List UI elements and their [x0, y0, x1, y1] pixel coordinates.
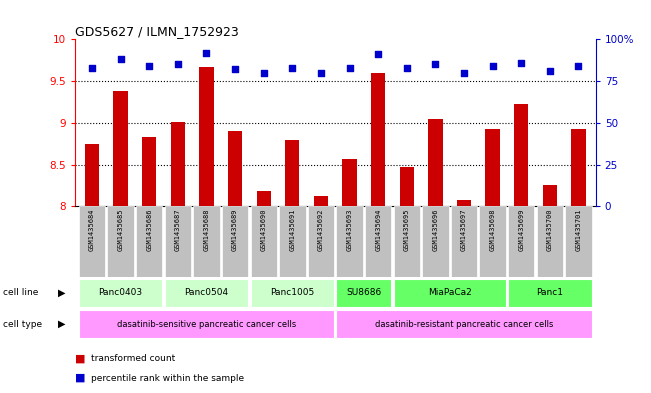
Bar — [400, 167, 414, 206]
Bar — [85, 144, 99, 206]
Bar — [79, 206, 105, 277]
Bar — [228, 131, 242, 206]
Text: dasatinib-resistant pancreatic cancer cells: dasatinib-resistant pancreatic cancer ce… — [375, 320, 553, 329]
Bar — [337, 279, 391, 307]
Bar — [508, 279, 592, 307]
Text: GSM1435686: GSM1435686 — [146, 208, 152, 251]
Bar — [251, 279, 334, 307]
Bar — [308, 206, 334, 277]
Text: SU8686: SU8686 — [346, 288, 381, 297]
Bar — [342, 159, 357, 206]
Text: GSM1435699: GSM1435699 — [518, 208, 524, 251]
Text: Panc1005: Panc1005 — [270, 288, 314, 297]
Bar — [451, 206, 477, 277]
Text: transformed count: transformed count — [91, 354, 175, 363]
Bar — [256, 191, 271, 206]
Point — [459, 70, 469, 76]
Bar — [371, 73, 385, 206]
Bar — [536, 206, 563, 277]
Point — [373, 51, 383, 57]
Text: GSM1435688: GSM1435688 — [204, 208, 210, 251]
Bar — [142, 137, 156, 206]
Text: GSM1435693: GSM1435693 — [346, 208, 353, 251]
Text: Panc0403: Panc0403 — [98, 288, 143, 297]
Bar — [222, 206, 248, 277]
Bar — [251, 206, 277, 277]
Point — [287, 64, 298, 71]
Text: GSM1435692: GSM1435692 — [318, 208, 324, 251]
Text: ■: ■ — [75, 373, 85, 383]
Text: GSM1435700: GSM1435700 — [547, 208, 553, 251]
Bar — [165, 279, 248, 307]
Text: cell type: cell type — [3, 320, 42, 329]
Bar — [572, 129, 586, 206]
Point — [316, 70, 326, 76]
Text: ▶: ▶ — [57, 288, 65, 298]
Text: GSM1435689: GSM1435689 — [232, 208, 238, 251]
Point — [516, 59, 527, 66]
Text: GDS5627 / ILMN_1752923: GDS5627 / ILMN_1752923 — [75, 25, 239, 38]
Bar — [565, 206, 592, 277]
Text: GSM1435690: GSM1435690 — [261, 208, 267, 251]
Bar — [165, 206, 191, 277]
Text: MiaPaCa2: MiaPaCa2 — [428, 288, 471, 297]
Bar — [113, 91, 128, 206]
Text: GSM1435697: GSM1435697 — [461, 208, 467, 251]
Bar — [422, 206, 449, 277]
Point — [488, 63, 498, 69]
Text: GSM1435701: GSM1435701 — [575, 208, 581, 251]
Text: GSM1435694: GSM1435694 — [375, 208, 381, 251]
Text: GSM1435685: GSM1435685 — [118, 208, 124, 251]
Bar — [428, 119, 443, 206]
Point — [115, 56, 126, 62]
Bar — [394, 279, 506, 307]
Bar — [394, 206, 420, 277]
Bar — [199, 67, 214, 206]
Point — [144, 63, 154, 69]
Text: GSM1435691: GSM1435691 — [289, 208, 296, 251]
Bar — [480, 206, 506, 277]
Bar — [171, 122, 185, 206]
Bar — [193, 206, 219, 277]
Point — [344, 64, 355, 71]
Text: percentile rank within the sample: percentile rank within the sample — [91, 374, 244, 382]
Text: ▶: ▶ — [57, 319, 65, 329]
Text: ■: ■ — [75, 353, 85, 364]
Bar — [514, 104, 529, 206]
Point — [430, 61, 441, 68]
Bar — [136, 206, 163, 277]
Text: GSM1435687: GSM1435687 — [175, 208, 181, 251]
Text: GSM1435696: GSM1435696 — [432, 208, 438, 251]
Point — [545, 68, 555, 74]
Bar — [337, 310, 592, 338]
Text: dasatinib-sensitive pancreatic cancer cells: dasatinib-sensitive pancreatic cancer ce… — [117, 320, 296, 329]
Text: GSM1435695: GSM1435695 — [404, 208, 409, 251]
Bar — [486, 130, 500, 206]
Point — [402, 64, 412, 71]
Point — [201, 50, 212, 56]
Point — [574, 63, 584, 69]
Point — [173, 61, 183, 68]
Bar — [543, 185, 557, 206]
Bar — [508, 206, 534, 277]
Bar — [314, 196, 328, 206]
Point — [230, 66, 240, 72]
Bar — [457, 200, 471, 206]
Bar — [337, 206, 363, 277]
Text: GSM1435684: GSM1435684 — [89, 208, 95, 251]
Bar — [279, 206, 305, 277]
Text: Panc0504: Panc0504 — [184, 288, 229, 297]
Point — [258, 70, 269, 76]
Text: Panc1: Panc1 — [536, 288, 563, 297]
Bar — [285, 140, 299, 206]
Bar — [79, 310, 334, 338]
Bar — [365, 206, 391, 277]
Bar — [107, 206, 134, 277]
Point — [87, 64, 97, 71]
Text: GSM1435698: GSM1435698 — [490, 208, 495, 251]
Bar — [79, 279, 163, 307]
Text: cell line: cell line — [3, 288, 38, 297]
